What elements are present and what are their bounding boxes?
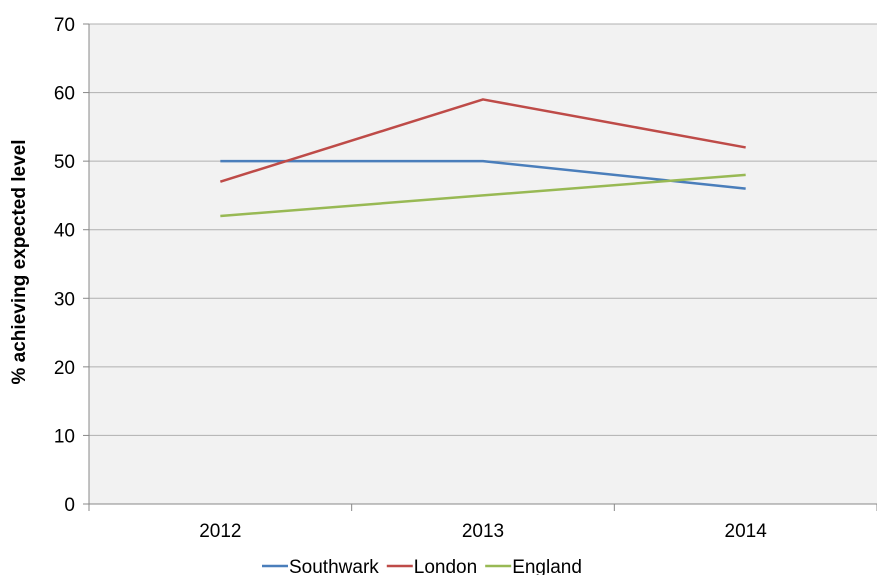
y-tick-label-70: 70 <box>54 15 75 36</box>
y-axis-tick-labels: 0 10 20 30 40 50 60 70 <box>54 15 75 516</box>
series-lines <box>219 98 746 218</box>
series-line-southwark <box>220 159 746 190</box>
legend-label-england: England <box>512 557 582 575</box>
y-tick-label-0: 0 <box>64 495 75 516</box>
y-tick-label-60: 60 <box>54 84 75 105</box>
legend-label-southwark: Southwark <box>289 557 379 575</box>
y-tick-label-10: 10 <box>54 426 75 447</box>
y-tick-label-20: 20 <box>54 358 75 379</box>
y-axis-title: % achieving expected level <box>9 139 30 384</box>
x-axis-tick-labels: 2012 2013 2014 <box>199 521 767 542</box>
series-line-london <box>219 98 746 183</box>
y-tick-label-30: 30 <box>54 289 75 310</box>
legend: Southwark London England <box>262 557 582 575</box>
plot-area <box>89 24 877 504</box>
series-line-england <box>220 173 746 218</box>
x-tick-label-2012: 2012 <box>199 521 241 542</box>
y-tick-label-40: 40 <box>54 221 75 242</box>
x-tick-label-2014: 2014 <box>725 521 768 542</box>
axes <box>83 23 877 511</box>
y-tick-label-50: 50 <box>54 152 75 173</box>
legend-label-london: London <box>414 557 477 575</box>
x-tick-label-2013: 2013 <box>462 521 504 542</box>
